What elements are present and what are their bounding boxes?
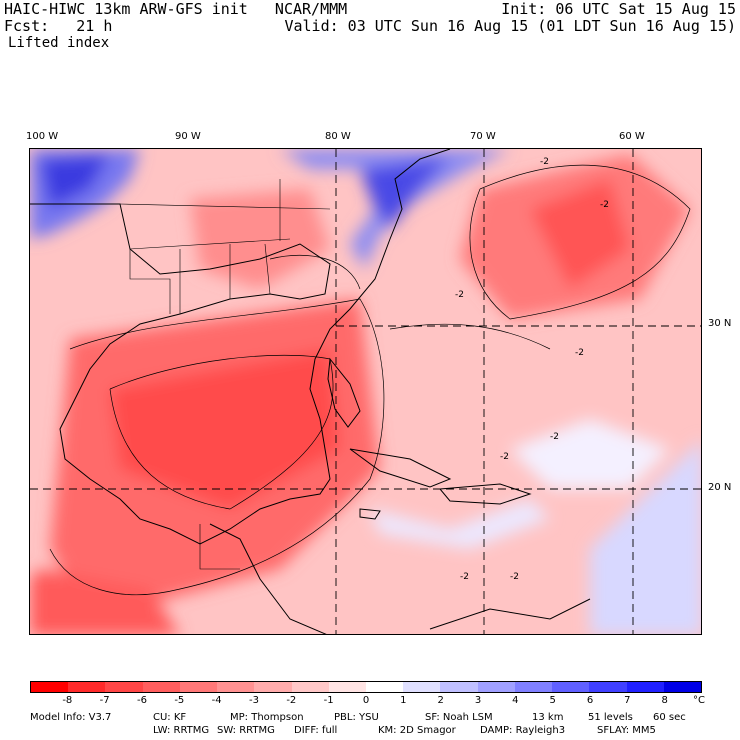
colorbar-swatch [663, 682, 701, 692]
colorbar-tick-label: 1 [400, 695, 407, 706]
model-info-sflay: SFLAY: MM5 [597, 725, 656, 736]
colorbar-swatch [328, 682, 366, 692]
coastline-jamaica [359, 508, 381, 520]
coastline-south-america [429, 598, 591, 630]
contour-label: -2 [540, 157, 549, 167]
lon-label-60w: 60 W [619, 131, 645, 142]
map-canvas: -2 -2 -2 -2 -2 -2 -2 -2 [30, 149, 701, 634]
colorbar-tick-label: 7 [624, 695, 631, 706]
colorbar-swatch [291, 682, 329, 692]
unstable-region-southeast-us [190, 189, 330, 289]
model-info-levels: 51 levels [588, 712, 633, 723]
lon-label-70w: 70 W [470, 131, 496, 142]
lifted-index-map: -2 -2 -2 -2 -2 -2 -2 -2 [29, 148, 702, 635]
contour-label: -2 [600, 200, 609, 210]
contour-line [469, 164, 691, 320]
colorbar-swatch [31, 682, 69, 692]
contour-line [269, 254, 361, 290]
stable-core-northwest [40, 154, 110, 209]
colorbar [30, 681, 702, 693]
lon-label-90w: 90 W [175, 131, 201, 142]
colorbar-tick-label: -6 [137, 695, 147, 706]
model-info-lw: LW: RRTMG [153, 725, 210, 736]
colorbar-tick-label: 8 [661, 695, 668, 706]
forecast-hour: Fcst: 21 h [4, 17, 113, 35]
contour-label: -2 [455, 290, 464, 300]
field-name: Lifted index [8, 35, 110, 51]
colorbar-swatch [365, 682, 404, 692]
colorbar-swatch [589, 682, 627, 692]
colorbar-tick-label: 4 [512, 695, 519, 706]
unstable-core-gulf [110, 349, 340, 509]
colorbar-tick-label: -8 [62, 695, 73, 706]
coastline-florida [327, 357, 361, 428]
colorbar-tick-label: -2 [286, 695, 297, 706]
contour-label: -2 [510, 572, 519, 582]
colorbar-tick-label: 2 [437, 695, 444, 706]
coastline-cuba [349, 448, 452, 488]
colorbar-tick-label: 0 [362, 695, 370, 706]
neutral-band-east [510, 419, 670, 489]
model-info-cu: Model Info: V3.7 [30, 712, 112, 723]
colorbar-swatch [514, 682, 553, 692]
model-title: HAIC-HIWC 13km ARW-GFS init NCAR/MMM [4, 0, 348, 18]
colorbar-tick-label: -5 [174, 695, 185, 706]
colorbar-swatch [179, 682, 218, 692]
neutral-band-caribbean [370, 499, 550, 549]
colorbar-swatch [477, 682, 515, 692]
coastline-hispaniola [439, 483, 532, 505]
unstable-region-pacific [30, 569, 179, 634]
state-border [129, 238, 291, 250]
model-info-diff: DIFF: full [294, 725, 338, 736]
colorbar-swatch [403, 682, 441, 692]
colorbar-swatch [68, 682, 106, 692]
colorbar-tick-label: 3 [474, 695, 482, 706]
coastline-north-america [30, 149, 451, 545]
colorbar-unit: °C [693, 695, 705, 706]
model-info-sw: SW: RRTMG [217, 725, 275, 736]
state-border [119, 203, 331, 210]
coastline-central-america [209, 523, 327, 634]
colorbar-tick-label: -1 [323, 695, 334, 706]
colorbar-swatch [254, 682, 292, 692]
state-border [129, 249, 171, 314]
contour-label: -2 [500, 452, 509, 462]
contour-label: -2 [575, 348, 584, 358]
unstable-core-atlantic [530, 179, 630, 289]
model-info-damp: DAMP: Rayleigh3 [480, 725, 566, 736]
colorbar-tick-label: 6 [586, 695, 594, 706]
init-time: Init: 06 UTC Sat 15 Aug 15 [501, 0, 736, 18]
model-info-cu-scheme: CU: KF [153, 712, 187, 723]
colorbar-tick-label: -4 [211, 695, 222, 706]
colorbar-tick-label: -7 [99, 695, 110, 706]
state-border [264, 243, 271, 295]
colorbar-swatch [626, 682, 664, 692]
colorbar-swatch [552, 682, 590, 692]
contour-label: -2 [550, 432, 559, 442]
lat-label-30n: 30 N [708, 318, 732, 329]
country-border-mexico-guatemala [199, 524, 240, 570]
colorbar-tick-label: 5 [549, 695, 556, 706]
colorbar-tick-label: -3 [249, 695, 259, 706]
model-info-km: KM: 2D Smagor [378, 725, 456, 736]
model-info-resolution: 13 km [532, 712, 564, 723]
stable-core-northeast-us [360, 157, 450, 229]
lat-label-20n: 20 N [708, 482, 732, 493]
model-info-mp: MP: Thompson [230, 712, 304, 723]
model-info-pbl: PBL: YSU [334, 712, 379, 723]
colorbar-swatch [142, 682, 180, 692]
lon-label-100w: 100 W [26, 131, 59, 142]
contour-line [49, 298, 385, 596]
model-info-sf: SF: Noah LSM [425, 712, 493, 723]
colorbar-swatch [440, 682, 478, 692]
lon-label-80w: 80 W [325, 131, 351, 142]
colorbar-swatch [217, 682, 255, 692]
model-info-timestep: 60 sec [653, 712, 686, 723]
colorbar-swatch [105, 682, 143, 692]
contour-line [109, 354, 334, 510]
valid-time: Valid: 03 UTC Sun 16 Aug 15 (01 LDT Sun … [284, 17, 736, 35]
contour-label: -2 [460, 572, 469, 582]
